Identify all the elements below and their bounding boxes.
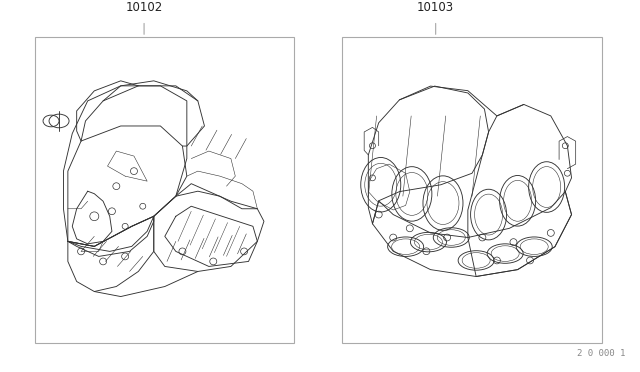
- Text: 10103: 10103: [417, 1, 454, 14]
- Text: 10102: 10102: [125, 1, 163, 14]
- Text: 2 0 000 1: 2 0 000 1: [577, 349, 625, 358]
- Bar: [342, 37, 602, 343]
- Bar: [35, 37, 294, 343]
